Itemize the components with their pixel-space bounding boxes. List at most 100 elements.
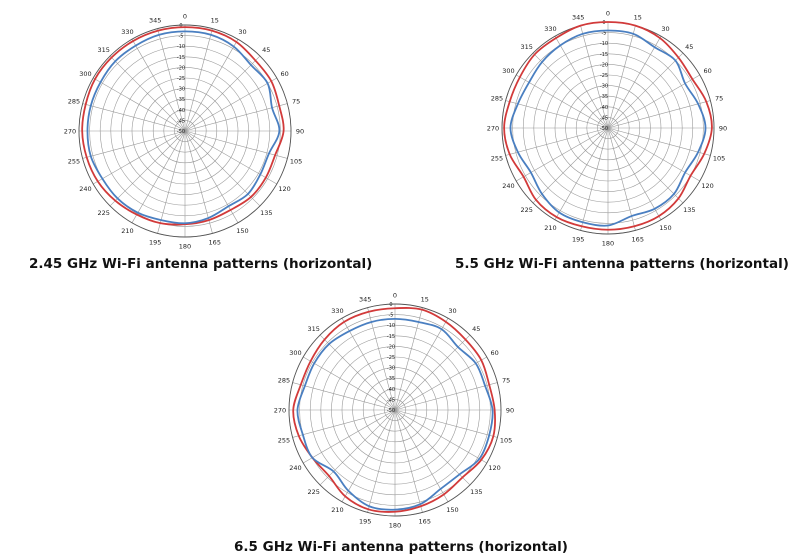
series-line-0: [503, 21, 713, 231]
grid-spoke: [607, 127, 662, 220]
radial-tick-label: -45: [177, 118, 185, 124]
grid-spoke: [394, 409, 449, 502]
polar-chart-2-45ghz: 0 -5 -10 -15 -20 -25 -30 -35 -40 -45 -50 0 15 30 45 60 7…: [60, 8, 310, 251]
grid-spoke: [607, 100, 711, 129]
grid-spoke: [184, 130, 277, 185]
grid-spoke: [184, 77, 277, 132]
angle-tick-label: 285: [491, 95, 503, 103]
radial-tick-label: -30: [387, 366, 395, 372]
angle-tick-label: 225: [307, 488, 319, 496]
grid-spoke: [82, 103, 186, 132]
angle-tick-label: 210: [544, 224, 556, 232]
angle-tick-label: 150: [659, 224, 671, 232]
radial-tick-label: 0: [602, 20, 605, 26]
angle-tick-label: 210: [331, 506, 343, 514]
radial-tick-label: -40: [177, 108, 185, 114]
angle-tick-label: 180: [389, 522, 401, 530]
grid-spoke: [157, 28, 186, 132]
grid-spoke: [607, 127, 700, 182]
angle-tick-label: 270: [274, 407, 286, 415]
radial-tick-label: -15: [600, 52, 608, 58]
polar-chart-6-5ghz: 0 -5 -10 -15 -20 -25 -30 -35 -40 -45 -50 0 15 30 45 60 7…: [270, 288, 520, 538]
grid-spoke: [367, 307, 396, 411]
angle-tick-label: 330: [331, 307, 343, 315]
angle-tick-label: 285: [68, 98, 80, 106]
radial-tick-label: -5: [389, 313, 394, 319]
angle-tick-label: 345: [149, 16, 161, 24]
angle-tick-label: 90: [719, 125, 727, 133]
radial-tick-label: -10: [177, 44, 185, 50]
grid-spoke: [394, 409, 498, 438]
angle-tick-label: 240: [289, 464, 301, 472]
angle-tick-label: 30: [238, 28, 246, 36]
angle-tick-label: 105: [290, 157, 302, 165]
angle-tick-label: 195: [572, 236, 584, 244]
radial-tick-label: 0: [179, 23, 182, 29]
angle-tick-label: 255: [68, 157, 80, 165]
polar-grid: [78, 24, 292, 238]
angle-tick-label: 330: [121, 28, 133, 36]
angle-tick-label: 300: [502, 67, 514, 75]
angle-tick-label: 180: [179, 243, 191, 251]
radial-tick-label: -40: [600, 105, 608, 111]
grid-spoke: [184, 130, 239, 223]
angle-tick-label: 30: [661, 25, 669, 33]
grid-spoke: [394, 356, 487, 411]
polar-chart-2-45ghz-svg: 0 -5 -10 -15 -20 -25 -30 -35 -40 -45 -50 0 15 30 45 60 7…: [64, 13, 304, 251]
angle-tick-label: 240: [502, 182, 514, 190]
series-line-1: [86, 30, 281, 225]
outer-ring: [288, 303, 502, 517]
radial-tick-label: -45: [387, 397, 395, 403]
radial-tick-label: -20: [387, 344, 395, 350]
angle-tick-label: 75: [715, 95, 723, 103]
series-line-0: [292, 307, 496, 513]
grid-spoke: [607, 74, 700, 129]
grid-spoke: [131, 39, 186, 132]
radial-tick-label: -45: [600, 115, 608, 121]
grid-spoke: [394, 409, 423, 513]
outer-ring: [78, 24, 292, 238]
grid-spoke: [303, 409, 396, 464]
grid-spoke: [292, 409, 396, 438]
grid-spoke: [319, 334, 396, 411]
grid-spoke: [607, 127, 711, 156]
angle-tick-label: 210: [121, 227, 133, 235]
angle-tick-label: 105: [713, 154, 725, 162]
radial-tick-label: -5: [179, 34, 184, 40]
radial-tick-label: -30: [600, 84, 608, 90]
angle-tick-label: 75: [292, 98, 300, 106]
angle-tick-label: 120: [278, 185, 290, 193]
angle-tick-label: 45: [262, 46, 270, 54]
grid-spoke: [93, 130, 186, 185]
angle-tick-label: 60: [490, 349, 498, 357]
grid-spoke: [394, 382, 498, 411]
caption-6-5ghz: 6.5 GHz Wi-Fi antenna patterns (horizont…: [234, 539, 568, 555]
grid-spoke: [367, 409, 396, 513]
radial-tick-label: -25: [177, 76, 185, 82]
polar-chart-5-5ghz-svg: 0 -5 -10 -15 -20 -25 -30 -35 -40 -45 -50 0 15 30 45 60 7…: [487, 10, 727, 248]
grid-spoke: [532, 52, 609, 129]
angle-tick-label: 330: [544, 25, 556, 33]
radial-tick-label: -30: [177, 87, 185, 93]
grid-spoke: [554, 36, 609, 129]
angle-tick-label: 315: [520, 43, 532, 51]
polar-grid: [288, 303, 502, 517]
angle-tick-label: 180: [602, 240, 614, 248]
grid-spoke: [554, 127, 609, 220]
polar-chart-6-5ghz-svg: 0 -5 -10 -15 -20 -25 -30 -35 -40 -45 -50 0 15 30 45 60 7…: [274, 292, 514, 530]
series-line-1: [509, 29, 707, 227]
angle-tick-label: 60: [280, 70, 288, 78]
angle-tick-label: 75: [502, 377, 510, 385]
angle-tick-label: 0: [393, 292, 397, 300]
angle-tick-label: 165: [209, 239, 221, 247]
series-line-0: [81, 26, 285, 226]
grid-spoke: [303, 356, 396, 411]
grid-spoke: [109, 55, 186, 132]
angle-tick-label: 345: [359, 295, 371, 303]
angle-tick-label: 255: [491, 154, 503, 162]
radial-tick-label: -35: [600, 94, 608, 100]
angle-tick-label: 45: [685, 43, 693, 51]
angle-tick-label: 225: [97, 209, 109, 217]
radial-tick-label: -5: [602, 31, 607, 37]
radial-tick-label: -15: [177, 55, 185, 61]
